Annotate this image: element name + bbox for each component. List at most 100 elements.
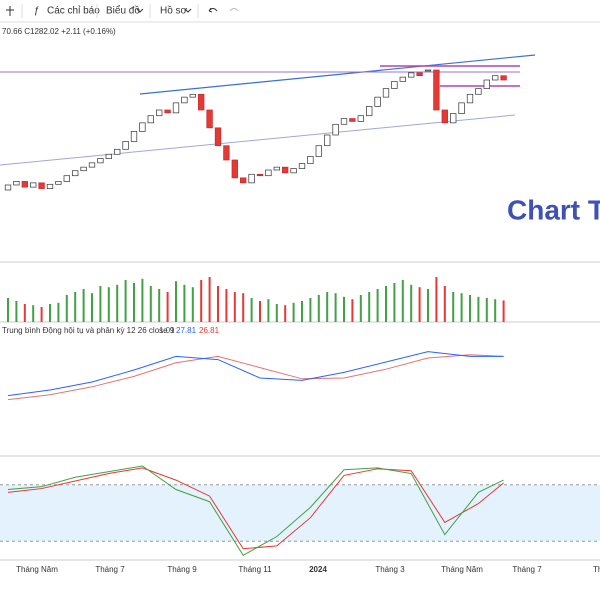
volume-bar — [452, 292, 455, 322]
macd-value: 27.81 — [176, 326, 197, 335]
volume-bar — [208, 277, 211, 322]
volume-bar — [166, 292, 169, 322]
fx-icon[interactable]: ƒ — [34, 6, 40, 17]
candle — [231, 159, 238, 179]
redo-icon[interactable] — [229, 8, 239, 12]
candle — [307, 156, 314, 164]
volume-bar — [40, 307, 43, 322]
candle — [408, 72, 415, 78]
candle — [248, 173, 255, 184]
volume-bar — [485, 298, 488, 322]
candle — [282, 166, 289, 174]
volume-bar — [460, 293, 463, 322]
signal-line — [7, 354, 504, 401]
candle — [399, 76, 406, 82]
volume-bar — [250, 298, 253, 322]
candle — [290, 168, 297, 174]
candle — [181, 96, 188, 104]
chart-button[interactable]: Biểu đồ — [106, 5, 140, 17]
volume-bar — [15, 301, 18, 322]
volume-bar — [91, 293, 93, 322]
volume-bar — [469, 295, 471, 322]
ohlc-legend: 70.66 C1282.02 +2.11 (+0.16%) — [2, 27, 116, 36]
macd-label: Trung bình Động hội tụ và phân kỳ 12 26 … — [2, 326, 175, 335]
volume-bar — [494, 299, 497, 322]
macd-line — [7, 351, 504, 397]
candle — [332, 123, 339, 136]
candle — [374, 96, 381, 107]
candle — [450, 113, 457, 124]
candle — [21, 181, 28, 188]
indicators-button[interactable]: Các chỉ báo — [47, 5, 100, 17]
candle — [130, 131, 138, 142]
volume-bar — [225, 289, 228, 322]
undo-icon[interactable] — [208, 7, 218, 13]
volume-bar — [200, 280, 203, 322]
volume-bar — [334, 293, 337, 322]
candle — [357, 115, 364, 122]
volume-bar — [284, 305, 287, 322]
candle — [483, 79, 490, 89]
volume-bar — [410, 284, 413, 322]
candle — [466, 93, 474, 104]
candle — [349, 118, 356, 122]
candle — [122, 141, 129, 150]
candle — [298, 163, 306, 169]
volume-bar — [74, 292, 77, 322]
volume-bar — [343, 296, 345, 322]
volume-bar — [65, 295, 68, 322]
time-label: Tháng 7 — [512, 565, 542, 574]
volume-bar — [259, 301, 261, 322]
candle — [424, 69, 432, 72]
candle — [416, 72, 423, 77]
volume-bar — [107, 287, 110, 322]
volume-bar — [385, 286, 387, 322]
candle — [13, 181, 20, 186]
candle — [441, 109, 448, 124]
volume-bar — [175, 281, 177, 322]
candle — [273, 166, 280, 171]
candle — [475, 88, 482, 95]
candle — [214, 127, 222, 147]
volume-bar — [183, 284, 186, 322]
candle — [458, 102, 465, 114]
volume-bar — [49, 304, 51, 322]
candle — [164, 109, 171, 114]
volume-bar — [502, 300, 505, 322]
volume-bar — [435, 277, 438, 322]
candle — [433, 69, 440, 111]
volume-bar — [477, 296, 480, 322]
volume-bar — [267, 299, 270, 322]
candle — [97, 158, 104, 164]
volume-bar — [233, 292, 236, 322]
candle — [223, 145, 230, 161]
time-label: Tháng Năm — [441, 565, 483, 574]
time-label: Tháng 9 — [167, 565, 197, 574]
candle — [189, 93, 196, 98]
volume-bar — [82, 289, 85, 322]
candle — [147, 115, 154, 124]
trendline — [0, 114, 516, 166]
candle — [265, 169, 272, 177]
stoch-band — [0, 484, 600, 542]
candle — [382, 88, 390, 98]
toolbar: ƒ Các chỉ báo Biểu đồ Hồ sơ — [0, 4, 600, 23]
candle — [80, 166, 87, 172]
candle — [198, 93, 205, 111]
time-label: Tháng 3 — [375, 565, 405, 574]
volume-bar — [217, 286, 219, 322]
time-label: 2024 — [309, 565, 327, 574]
candle — [500, 75, 507, 81]
candle — [256, 173, 264, 177]
profile-button[interactable]: Hồ sơ — [160, 5, 188, 17]
add-icon[interactable] — [6, 6, 14, 16]
volume-bar — [351, 299, 354, 322]
candle — [172, 102, 180, 114]
time-label: Tháng 11 — [238, 565, 272, 574]
volume-bar — [7, 298, 9, 322]
volume-bar — [427, 289, 429, 322]
volume-bar — [149, 286, 152, 322]
candle — [315, 145, 322, 157]
volume-bar — [326, 292, 329, 322]
volume-bar — [401, 280, 404, 322]
